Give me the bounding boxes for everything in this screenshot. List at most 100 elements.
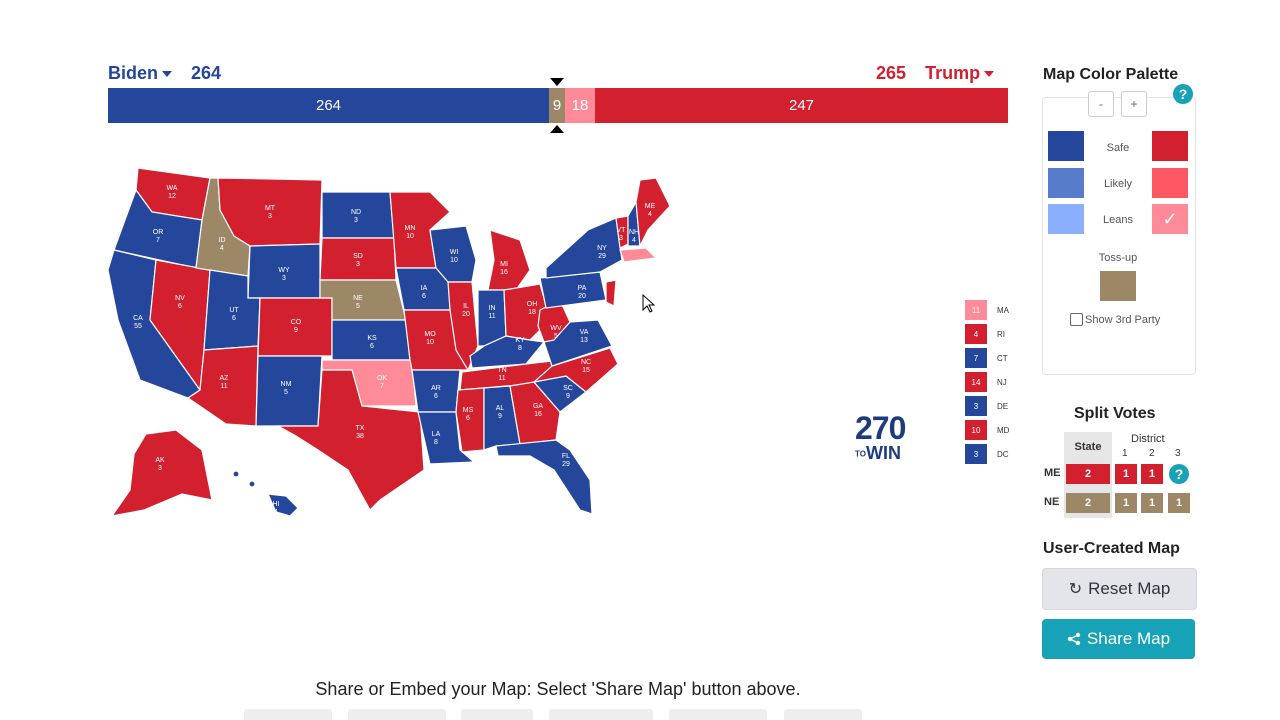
small-state-abbr: DE xyxy=(997,401,1009,411)
state-label-pa: PA xyxy=(578,285,587,292)
state-hi-island xyxy=(232,470,240,478)
state-ev-sd: 3 xyxy=(356,261,360,268)
state-mt[interactable] xyxy=(217,177,323,247)
state-la[interactable] xyxy=(417,411,476,465)
small-state-abbr: DC xyxy=(997,449,1009,459)
state-nc[interactable] xyxy=(531,347,619,393)
palette-tossup[interactable] xyxy=(1100,271,1136,301)
state-ev-la: 8 xyxy=(434,439,438,446)
ne-district-1-cell[interactable]: 1 xyxy=(1115,493,1137,513)
small-state-row[interactable]: 7 CT xyxy=(965,348,1009,368)
state-ny[interactable] xyxy=(545,217,623,279)
state-label-ut: UT xyxy=(229,307,239,314)
state-ms[interactable] xyxy=(455,387,485,453)
state-ak[interactable] xyxy=(110,429,213,517)
palette-lean-rep[interactable]: ✓ xyxy=(1152,204,1188,234)
state-tx[interactable] xyxy=(275,369,425,511)
small-state-row[interactable]: 14 NJ xyxy=(965,372,1009,392)
reset-map-button[interactable]: ↻ Reset Map xyxy=(1042,568,1197,610)
state-ev-ca: 55 xyxy=(134,323,142,330)
biden-dropdown[interactable]: Biden 264 xyxy=(108,63,221,84)
palette-title: Map Color Palette xyxy=(1043,66,1179,83)
trump-name: Trump xyxy=(925,63,981,83)
state-label-nv: NV xyxy=(175,295,185,302)
small-state-row[interactable]: 3 DC xyxy=(965,444,1009,464)
state-ev-fl: 29 xyxy=(562,461,570,468)
small-state-ev-box[interactable]: 14 xyxy=(965,372,987,392)
palette-safe-rep[interactable] xyxy=(1152,131,1188,161)
state-il[interactable] xyxy=(447,281,479,372)
state-label-mn: MN xyxy=(405,225,416,232)
small-states-list: 11 MA 4 RI 7 CT 14 NJ 3 DE 10 MD 3 DC xyxy=(965,300,1009,468)
small-state-row[interactable]: 10 MD xyxy=(965,420,1009,440)
share-map-button[interactable]: Share Map xyxy=(1042,619,1195,659)
state-nm[interactable] xyxy=(255,355,323,427)
us-electoral-map[interactable]: WA12OR7CA55NV6ID4MT3WY3UT6AZ11CO9NM5ND3S… xyxy=(100,150,740,530)
state-ky[interactable] xyxy=(469,335,546,369)
chevron-down-icon xyxy=(162,71,173,78)
state-ev-nc: 15 xyxy=(582,367,590,374)
state-ev-nh: 4 xyxy=(632,237,636,244)
embed-option-tab[interactable] xyxy=(461,709,533,720)
state-ga[interactable] xyxy=(509,381,561,445)
embed-option-tab[interactable] xyxy=(784,709,862,720)
palette-likely-rep[interactable] xyxy=(1152,168,1188,198)
palette-lean-dem[interactable] xyxy=(1048,204,1084,234)
state-label-vt: VT xyxy=(617,227,627,234)
state-ev-il: 20 xyxy=(462,311,470,318)
small-state-ev-box[interactable]: 3 xyxy=(965,444,987,464)
ne-state-cell[interactable]: 2 xyxy=(1066,493,1110,513)
ne-district-2-cell[interactable]: 1 xyxy=(1141,493,1163,513)
state-fl[interactable] xyxy=(495,439,593,515)
embed-option-tab[interactable] xyxy=(244,709,332,720)
district-2-header: 2 xyxy=(1149,448,1155,459)
me-district-1-cell[interactable]: 1 xyxy=(1115,464,1137,484)
state-mi[interactable] xyxy=(487,229,531,291)
small-state-row[interactable]: 3 DE xyxy=(965,396,1009,416)
small-state-ev-box[interactable]: 4 xyxy=(965,324,987,344)
state-ev-nm: 5 xyxy=(284,389,288,396)
state-ev-nd: 3 xyxy=(354,217,358,224)
palette-minus-button[interactable]: - xyxy=(1088,91,1114,117)
palette-plus-button[interactable]: + xyxy=(1121,91,1147,117)
small-state-ev-box[interactable]: 11 xyxy=(965,300,987,320)
small-state-row[interactable]: 11 MA xyxy=(965,300,1009,320)
checkbox-icon[interactable] xyxy=(1070,313,1083,326)
state-ev-ms: 6 xyxy=(466,415,470,422)
palette-help-icon[interactable]: ? xyxy=(1173,84,1193,104)
embed-option-tab[interactable] xyxy=(669,709,767,720)
ne-district-3-cell[interactable]: 1 xyxy=(1168,493,1190,513)
embed-option-tab[interactable] xyxy=(549,709,653,720)
third-party-toggle[interactable]: Show 3rd Party xyxy=(1070,313,1160,326)
state-ne[interactable] xyxy=(319,279,407,321)
state-label-tx: TX xyxy=(356,425,365,432)
trump-dropdown[interactable]: 265 Trump xyxy=(876,63,995,84)
small-state-abbr: RI xyxy=(997,329,1005,339)
bar-tossup-segment: 9 xyxy=(549,88,565,123)
state-nj[interactable] xyxy=(605,279,617,307)
small-state-ev-box[interactable]: 7 xyxy=(965,348,987,368)
state-label-al: AL xyxy=(496,405,505,412)
split-help-icon[interactable]: ? xyxy=(1169,464,1189,484)
state-ev-wy: 3 xyxy=(282,275,286,282)
bar-dem-segment: 264 xyxy=(108,88,549,123)
palette-safe-dem[interactable] xyxy=(1048,131,1084,161)
state-label-ia: IA xyxy=(421,285,428,292)
state-ma[interactable] xyxy=(619,247,658,263)
me-district-2-cell[interactable]: 1 xyxy=(1141,464,1163,484)
state-ev-va: 13 xyxy=(580,337,588,344)
small-state-row[interactable]: 4 RI xyxy=(965,324,1009,344)
embed-option-tab[interactable] xyxy=(348,709,446,720)
state-hi[interactable] xyxy=(267,493,299,517)
small-state-ev-box[interactable]: 3 xyxy=(965,396,987,416)
palette-likely-dem[interactable] xyxy=(1048,168,1084,198)
state-ev-wv: 5 xyxy=(554,333,558,340)
state-label-ny: NY xyxy=(597,245,607,252)
state-label-wv: WV xyxy=(550,325,562,332)
small-state-ev-box[interactable]: 10 xyxy=(965,420,987,440)
logo-number: 270 xyxy=(855,410,906,446)
me-state-cell[interactable]: 2 xyxy=(1066,464,1110,484)
state-ev-ak: 3 xyxy=(158,465,162,472)
share-map-label: Share Map xyxy=(1086,629,1171,648)
state-me[interactable] xyxy=(635,177,671,249)
